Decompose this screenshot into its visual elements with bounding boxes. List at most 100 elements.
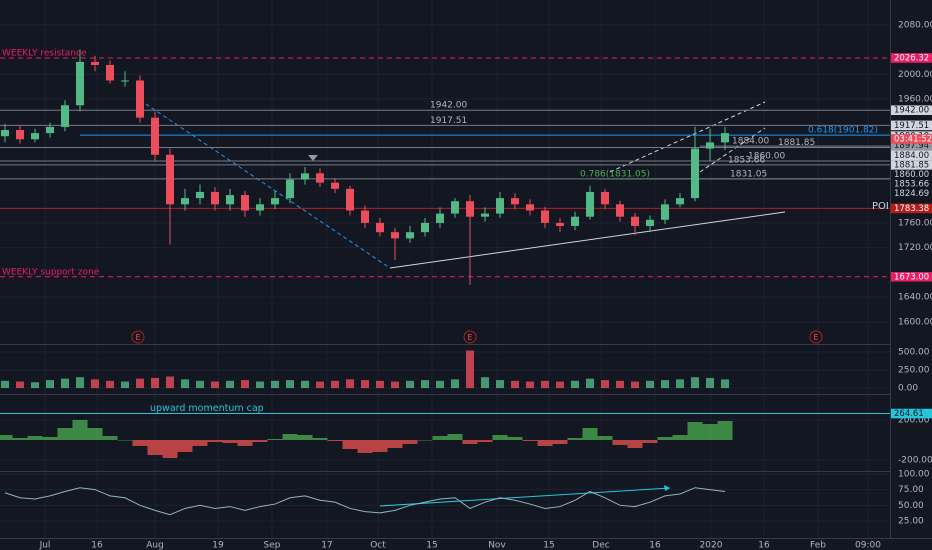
- candle-body: [616, 204, 624, 217]
- cap-tag-label: 264.61: [894, 409, 924, 419]
- trend-line: [389, 211, 786, 269]
- oscillator-bar: [567, 438, 583, 440]
- price-tag: [891, 271, 932, 282]
- y-tick-label: 1960.00: [898, 95, 932, 105]
- volume-bar: [571, 380, 579, 389]
- x-tick-label: Dec: [592, 541, 609, 550]
- countdown: 03:41:52: [894, 134, 932, 144]
- volume-bar: [241, 380, 249, 389]
- candle-body: [691, 148, 699, 199]
- volume-bar: [631, 381, 639, 389]
- volume-bar: [46, 380, 54, 389]
- candle-body: [106, 65, 114, 81]
- rsi-trend-line: [379, 487, 671, 507]
- level-label: 1917.51: [430, 116, 467, 126]
- volume-bar: [541, 380, 549, 389]
- volume-bar: [271, 380, 279, 389]
- y-tick-label: 1760.00: [898, 218, 932, 228]
- volume-bar: [451, 379, 459, 389]
- price-tag: [891, 169, 932, 180]
- volume-bar: [61, 378, 69, 389]
- volume-bar: [166, 376, 174, 389]
- oscillator-bar: [492, 435, 508, 440]
- price-tag: [891, 179, 932, 189]
- y-tick-label: 250.00: [898, 366, 930, 376]
- volume-bar: [106, 380, 114, 389]
- oscillator-bar: [582, 428, 598, 440]
- oscillator-bar: [612, 440, 628, 445]
- marker: [308, 155, 318, 161]
- volume-bar: [136, 378, 144, 389]
- price-tag-label: 1881.85: [894, 160, 929, 170]
- oscillator-bar: [72, 420, 88, 440]
- candle-body: [16, 130, 24, 140]
- oscillator-bar: [372, 440, 388, 452]
- volume-bar: [331, 380, 339, 389]
- level-label: 1831.05: [730, 169, 767, 179]
- candle-body: [61, 105, 69, 127]
- event-marker: [809, 330, 823, 344]
- level-label: 1942.00: [430, 101, 467, 111]
- price-tag: [891, 140, 932, 151]
- event-marker: [131, 330, 145, 344]
- level-label: WEEKLY resistance: [2, 49, 87, 59]
- oscillator-bar: [237, 440, 253, 446]
- volume-bar: [421, 380, 429, 389]
- oscillator-bar: [552, 440, 568, 444]
- oscillator-bar: [342, 440, 358, 449]
- volume-bar: [31, 382, 39, 389]
- oscillator-bar: [327, 440, 343, 441]
- cap-label: upward momentum cap: [150, 403, 264, 414]
- candle-body: [376, 222, 384, 233]
- channel-line: [609, 101, 766, 173]
- volume-bar: [406, 380, 414, 389]
- volume-bar: [151, 377, 159, 389]
- candle-body: [361, 210, 369, 223]
- oscillator-bar: [597, 436, 613, 440]
- oscillator-bar: [357, 440, 373, 453]
- volume-bar: [346, 379, 354, 389]
- y-tick-label: 500.00: [898, 347, 930, 357]
- x-tick-label: Aug: [146, 541, 164, 550]
- oscillator-bar: [417, 440, 433, 441]
- event-label: E: [467, 333, 472, 342]
- event-label: E: [135, 333, 140, 342]
- candle-body: [646, 219, 654, 226]
- oscillator-bar: [207, 440, 223, 442]
- candle-body: [151, 117, 159, 155]
- level-label: 1853.66: [728, 155, 765, 165]
- y-tick-label: 2080.00: [898, 20, 932, 30]
- candle-body: [631, 216, 639, 226]
- volume-bar: [286, 380, 294, 389]
- x-tick-label: 15: [543, 541, 554, 550]
- price-tag-label: 1942.00: [894, 106, 929, 116]
- candle-body: [91, 61, 99, 66]
- candle-body: [196, 191, 204, 199]
- event-label: E: [813, 333, 818, 342]
- y-tick-label: -200.00: [898, 456, 932, 466]
- candle-body: [661, 204, 669, 220]
- volume-bar: [586, 378, 594, 389]
- candle-body: [1, 130, 9, 137]
- volume-bar: [676, 379, 684, 389]
- candle-body: [481, 213, 489, 217]
- oscillator-bar: [387, 440, 403, 448]
- price-tag: [891, 53, 932, 63]
- oscillator-bar: [642, 440, 658, 443]
- volume-bar: [616, 380, 624, 389]
- price-tag: [891, 160, 932, 170]
- volume-bar: [316, 381, 324, 389]
- oscillator-bar: [0, 435, 13, 440]
- volume-bar: [226, 380, 234, 389]
- marks: [0, 49, 890, 516]
- candle-body: [421, 222, 429, 233]
- y-tick-label: 25.00: [898, 517, 924, 527]
- volume-bar: [376, 380, 384, 389]
- x-tick-label: Jul: [39, 541, 51, 550]
- volume-bar: [556, 381, 564, 389]
- oscillator-bar: [432, 436, 448, 440]
- candle-body: [271, 198, 279, 205]
- volume-bar: [511, 380, 519, 389]
- candle-body: [241, 195, 249, 211]
- event-marker: [463, 330, 477, 344]
